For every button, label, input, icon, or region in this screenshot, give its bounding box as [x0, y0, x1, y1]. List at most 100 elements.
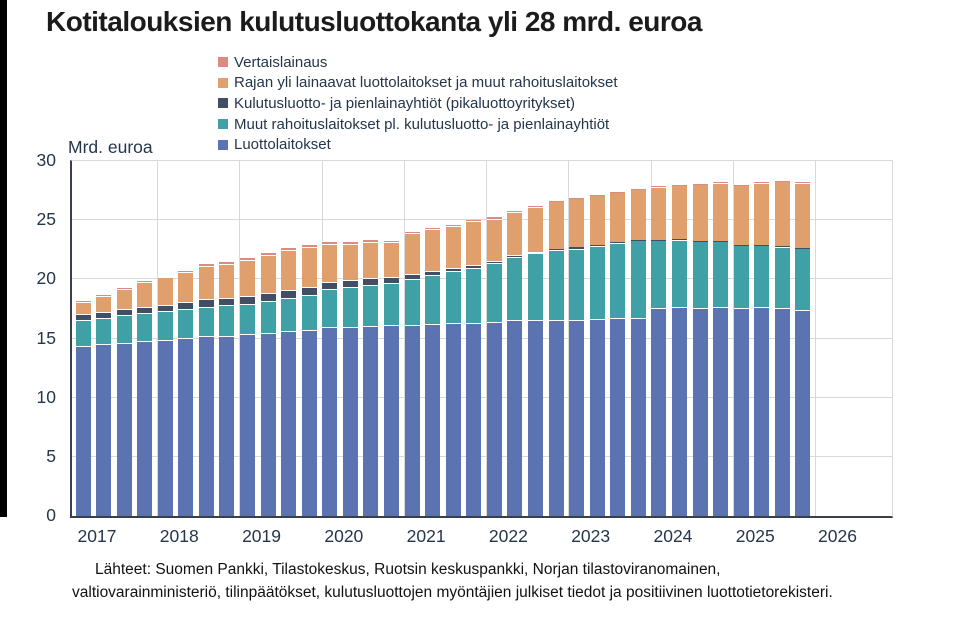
- legend-label: Kulutusluotto- ja pienlainayhtiöt (pikal…: [234, 94, 576, 112]
- bar-segment: [301, 294, 317, 331]
- bar-segment: [404, 233, 420, 275]
- bar-segment: [75, 300, 91, 302]
- legend-label: Rajan yli lainaavat luottolaitokset ja m…: [234, 74, 618, 92]
- bar-segment: [548, 248, 564, 251]
- legend-swatch-icon: [218, 57, 228, 68]
- x-tick-label-2022: 2022: [488, 526, 528, 546]
- bar-segment: [384, 282, 400, 326]
- legend-item: Muut rahoituslaitokset pl. kulutusluotto…: [218, 114, 618, 135]
- bar-segment: [301, 246, 317, 288]
- v-gridline: [815, 161, 817, 516]
- bar-segment: [157, 275, 173, 278]
- bar-segment: [528, 205, 544, 207]
- stacked-bar-2017Q1: [75, 300, 91, 516]
- bar-segment: [116, 309, 132, 316]
- stacked-bar-2018Q4: [219, 261, 235, 516]
- bar-segment: [795, 247, 811, 311]
- x-tick-label-2021: 2021: [406, 526, 446, 546]
- bar-segment: [754, 182, 770, 245]
- bar-segment: [137, 340, 153, 516]
- bar-segment: [795, 182, 811, 248]
- bar-segment: [240, 296, 256, 304]
- bar-segment: [301, 243, 317, 247]
- bar-segment: [466, 267, 482, 323]
- bar-segment: [198, 263, 214, 266]
- stacked-bar-2021Q3: [445, 224, 461, 516]
- y-tick-label: 20: [36, 268, 56, 289]
- bar-segment: [178, 271, 194, 303]
- h-gridline: [72, 278, 892, 280]
- stacked-bar-2017Q2: [96, 294, 112, 516]
- bar-segment: [569, 320, 585, 516]
- bar-segment: [240, 303, 256, 335]
- bar-segment: [116, 315, 132, 343]
- bar-segment: [733, 245, 749, 308]
- bar-segment: [363, 284, 379, 327]
- bar-segment: [774, 308, 790, 516]
- chart-title: Kotitalouksien kulutusluottokanta yli 28…: [46, 6, 702, 37]
- bar-segment: [466, 322, 482, 516]
- bar-segment: [384, 276, 400, 283]
- bar-segment: [774, 246, 790, 309]
- bar-segment: [425, 323, 441, 516]
- bar-segment: [445, 226, 461, 268]
- stacked-bar-2024Q2: [672, 184, 688, 516]
- bar-segment: [363, 241, 379, 279]
- bar-segment: [178, 337, 194, 516]
- bar-segment: [589, 244, 605, 246]
- bar-segment: [692, 183, 708, 241]
- bar-segment: [96, 344, 112, 516]
- legend-swatch-icon: [218, 77, 228, 88]
- bar-segment: [198, 336, 214, 516]
- bar-segment: [548, 201, 564, 249]
- bar-segment: [445, 224, 461, 227]
- bar-segment: [322, 281, 338, 290]
- bar-segment: [404, 230, 420, 234]
- bar-segment: [672, 239, 688, 308]
- v-gridline: [732, 161, 734, 516]
- legend-item: Rajan yli lainaavat luottolaitokset ja m…: [218, 73, 618, 94]
- bar-segment: [651, 308, 667, 516]
- bar-segment: [651, 240, 667, 309]
- bar-segment: [322, 241, 338, 245]
- bar-segment: [630, 240, 646, 318]
- bar-segment: [630, 239, 646, 241]
- legend-item: Luottolaitokset: [218, 134, 618, 155]
- bar-segment: [260, 332, 276, 516]
- bar-segment: [548, 319, 564, 516]
- x-tick-label-2019: 2019: [242, 526, 282, 546]
- stacked-bar-2023Q2: [589, 194, 605, 516]
- bar-segment: [281, 297, 297, 332]
- plot-area: [70, 160, 893, 518]
- stacked-bar-2019Q1: [240, 256, 256, 516]
- stacked-bar-2025Q1: [733, 184, 749, 516]
- bar-segment: [733, 307, 749, 516]
- bar-segment: [342, 279, 358, 288]
- stacked-bar-2021Q1: [404, 230, 420, 516]
- stacked-bar-2018Q2: [178, 269, 194, 516]
- y-tick-label: 15: [36, 327, 56, 348]
- bar-segment: [445, 323, 461, 516]
- y-tick-label: 5: [46, 445, 56, 466]
- bar-segment: [240, 256, 256, 260]
- chart-legend: Vertaislainaus Rajan yli lainaavat luotto…: [218, 52, 618, 155]
- bar-segment: [137, 306, 153, 314]
- bar-segment: [733, 184, 749, 245]
- bar-segment: [630, 317, 646, 516]
- x-tick-label-2017: 2017: [77, 526, 117, 546]
- bar-segment: [713, 306, 729, 516]
- bar-segment: [692, 307, 708, 516]
- y-tick-label: 30: [36, 150, 56, 170]
- bar-segment: [713, 182, 729, 242]
- bar-segment: [301, 287, 317, 295]
- bar-segment: [548, 250, 564, 320]
- bar-segment: [137, 279, 153, 282]
- bar-segment: [178, 308, 194, 338]
- bar-segment: [342, 243, 358, 280]
- v-gridline: [403, 161, 405, 516]
- stacked-bar-2020Q3: [363, 239, 379, 516]
- bar-segment: [281, 331, 297, 516]
- bar-segment: [630, 189, 646, 240]
- bar-segment: [507, 255, 523, 258]
- bar-segment: [116, 289, 132, 310]
